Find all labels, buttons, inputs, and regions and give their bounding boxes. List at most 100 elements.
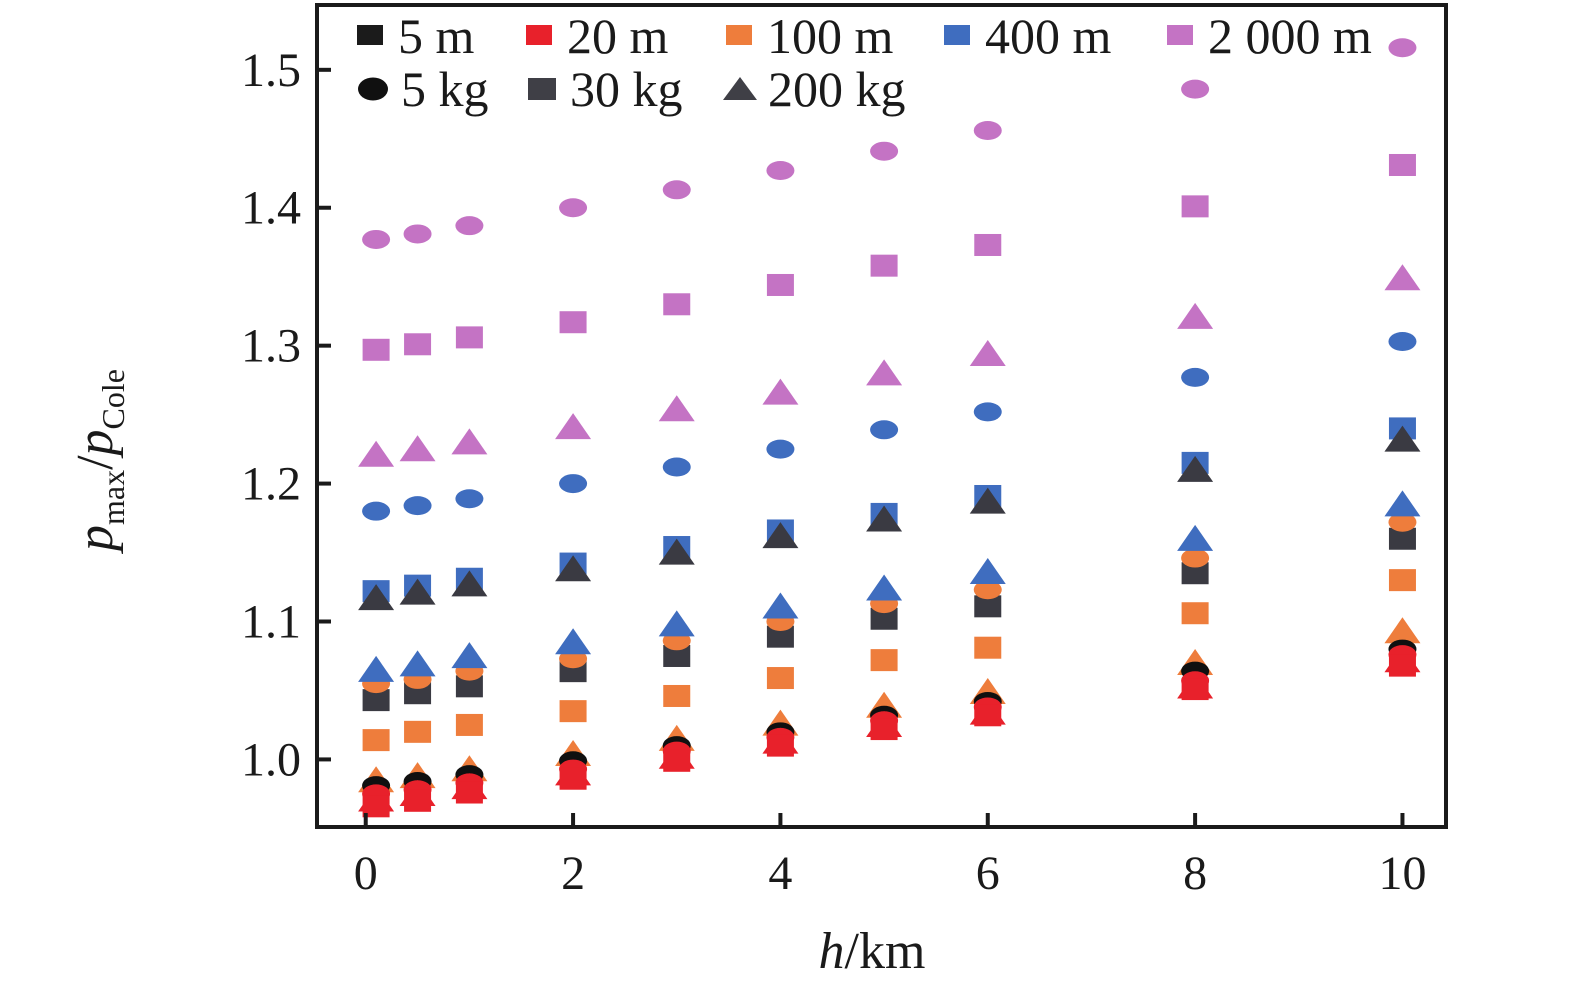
point-2000m-30kg-h5 xyxy=(870,254,898,277)
point-400m-200kg-h3 xyxy=(658,610,695,637)
point-400m-200kg-h10 xyxy=(1384,490,1421,517)
point-400m-5kg-h3 xyxy=(662,457,691,477)
legend-triangle-icon xyxy=(723,77,757,100)
legend-swatch-100m xyxy=(726,25,752,45)
legend-label-100m: 100 m xyxy=(767,8,894,64)
plot-frame xyxy=(315,3,1448,829)
point-2000m-5kg-h10 xyxy=(1388,38,1417,58)
point-5m-30kg-h0.1 xyxy=(362,689,390,712)
point-100m-30kg-h10 xyxy=(1388,569,1416,592)
point-100m-5kg-h8 xyxy=(1181,548,1210,568)
point-20m-30kg-h1 xyxy=(455,781,483,804)
point-5m-200kg-h1 xyxy=(451,570,488,597)
point-400m-5kg-h2 xyxy=(559,474,588,494)
point-20m-30kg-h0.5 xyxy=(404,789,432,812)
point-2000m-200kg-h6 xyxy=(969,340,1006,367)
point-5m-30kg-h5 xyxy=(870,607,898,630)
point-400m-200kg-h5 xyxy=(866,574,903,601)
x-axis-title: h/km xyxy=(819,923,926,980)
point-5m-200kg-h8 xyxy=(1177,455,1214,482)
legend-label-2000m: 2 000 m xyxy=(1208,8,1372,64)
point-5m-30kg-h1 xyxy=(455,675,483,698)
point-2000m-5kg-h8 xyxy=(1181,79,1210,99)
legend-circle-icon xyxy=(358,77,388,101)
point-20m-30kg-h5 xyxy=(870,718,898,741)
x-tick-label-10: 10 xyxy=(1378,847,1426,900)
point-100m-30kg-h5 xyxy=(870,649,898,672)
legend-swatch-2000m xyxy=(1167,25,1193,45)
point-400m-5kg-h0.5 xyxy=(403,496,432,516)
point-100m-30kg-h0.1 xyxy=(362,729,390,752)
point-400m-5kg-h4 xyxy=(766,439,795,459)
point-400m-200kg-h6 xyxy=(969,557,1006,584)
point-20m-30kg-h4 xyxy=(766,734,794,757)
point-2000m-200kg-h0.5 xyxy=(399,435,436,462)
point-100m-5kg-h10 xyxy=(1388,512,1417,532)
x-tick-label-8: 8 xyxy=(1183,847,1207,900)
point-400m-200kg-h1 xyxy=(451,642,488,669)
y-tick-label-1.5: 1.5 xyxy=(241,44,301,97)
point-400m-5kg-h10 xyxy=(1388,332,1417,352)
legend-swatch-400m xyxy=(944,25,970,45)
y-axis-ticks: 1.0 1.1 1.2 1.3 1.4 1.5 xyxy=(241,44,331,786)
x-tick-label-4: 4 xyxy=(768,847,792,900)
point-5m-200kg-h10 xyxy=(1384,425,1421,452)
point-2000m-5kg-h3 xyxy=(662,180,691,200)
point-400m-5kg-h6 xyxy=(973,402,1002,422)
point-2000m-30kg-h2 xyxy=(559,311,587,334)
point-2000m-30kg-h8 xyxy=(1181,195,1209,218)
point-5m-200kg-h6 xyxy=(969,487,1006,514)
point-400m-200kg-h2 xyxy=(555,628,592,655)
point-2000m-5kg-h6 xyxy=(973,121,1002,141)
point-2000m-200kg-h5 xyxy=(866,359,903,386)
x-tick-label-6: 6 xyxy=(976,847,1000,900)
point-2000m-200kg-h1 xyxy=(451,428,488,455)
point-5m-200kg-h3 xyxy=(658,538,695,565)
point-20m-30kg-h3 xyxy=(663,749,691,772)
point-2000m-5kg-h5 xyxy=(870,141,899,161)
point-2000m-5kg-h2 xyxy=(559,198,588,218)
point-100m-30kg-h2 xyxy=(559,700,587,723)
legend-label-400m: 400 m xyxy=(985,8,1112,64)
data-points-layer xyxy=(358,38,1421,818)
point-2000m-5kg-h1 xyxy=(455,216,484,236)
legend: 5 m 20 m 100 m 400 m 2 000 m 5 kg 30 kg 200 kg xyxy=(357,8,1372,117)
point-5m-30kg-h10 xyxy=(1388,527,1416,550)
legend-square-icon xyxy=(528,78,556,100)
point-5m-30kg-h3 xyxy=(663,644,691,667)
point-400m-5kg-h0.1 xyxy=(362,501,391,521)
point-2000m-30kg-h3 xyxy=(663,293,691,316)
point-5m-30kg-h6 xyxy=(974,595,1002,618)
point-400m-200kg-h0.5 xyxy=(399,650,436,677)
point-400m-5kg-h1 xyxy=(455,489,484,509)
y-tick-label-1.1: 1.1 xyxy=(241,596,301,649)
point-400m-5kg-h8 xyxy=(1181,367,1210,387)
x-axis-ticks: 0 2 4 6 8 10 xyxy=(354,813,1426,900)
point-2000m-30kg-h0.1 xyxy=(362,338,390,361)
point-100m-30kg-h3 xyxy=(663,684,691,707)
point-5m-200kg-h0.5 xyxy=(399,578,436,605)
y-tick-label-1.3: 1.3 xyxy=(241,320,301,373)
point-20m-30kg-h8 xyxy=(1181,678,1209,701)
point-100m-200kg-h10 xyxy=(1384,617,1421,644)
legend-swatch-20m xyxy=(526,25,552,45)
point-5m-200kg-h4 xyxy=(762,522,799,549)
legend-label-20m: 20 m xyxy=(567,8,669,64)
point-2000m-200kg-h10 xyxy=(1384,264,1421,291)
point-400m-200kg-h4 xyxy=(762,592,799,619)
point-2000m-30kg-h0.5 xyxy=(404,333,432,356)
point-5m-200kg-h2 xyxy=(555,555,592,582)
point-100m-30kg-h1 xyxy=(455,713,483,736)
point-400m-200kg-h0.1 xyxy=(358,655,395,682)
y-tick-label-1: 1.0 xyxy=(241,733,301,786)
x-tick-label-0: 0 xyxy=(354,847,378,900)
point-20m-30kg-h2 xyxy=(559,767,587,790)
point-100m-30kg-h0.5 xyxy=(404,720,432,743)
legend-label-30kg: 30 kg xyxy=(570,61,683,117)
point-2000m-30kg-h10 xyxy=(1388,153,1416,176)
legend-swatch-5m xyxy=(357,25,383,45)
point-2000m-30kg-h4 xyxy=(766,273,794,296)
point-2000m-200kg-h2 xyxy=(555,413,592,440)
